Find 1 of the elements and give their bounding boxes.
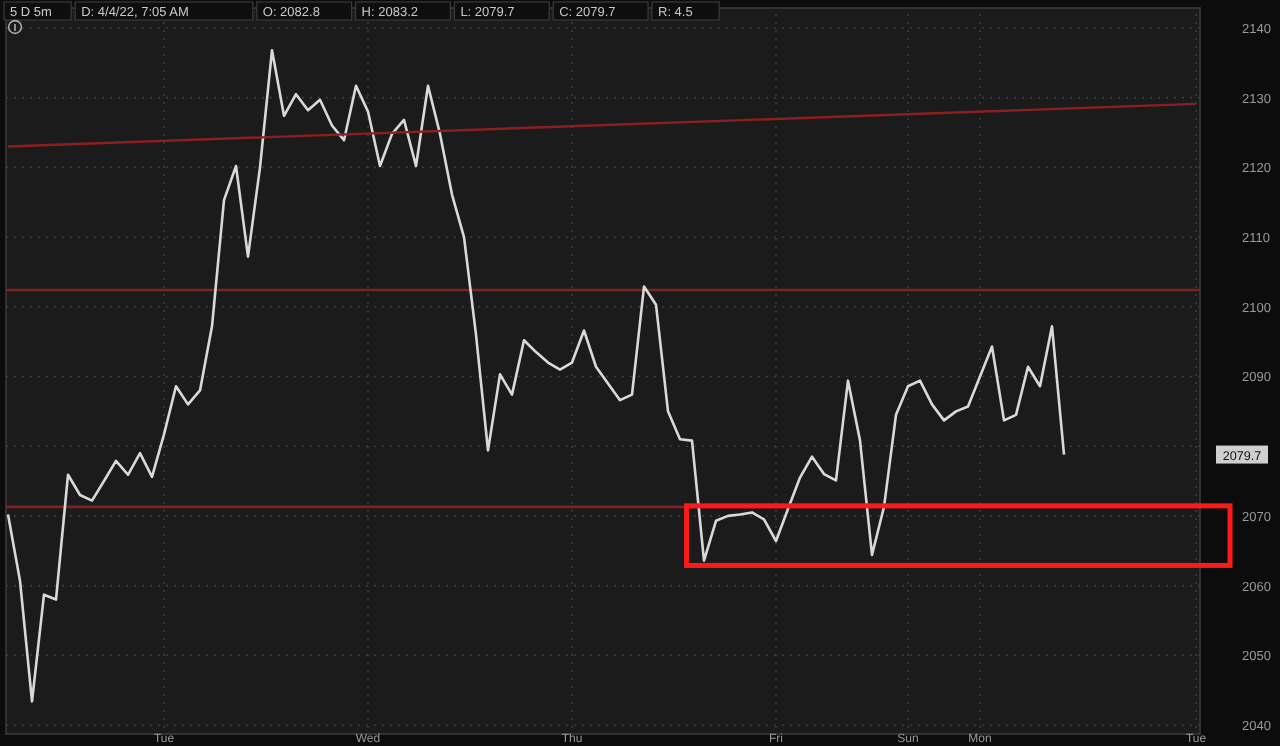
line-series	[6, 48, 1066, 703]
